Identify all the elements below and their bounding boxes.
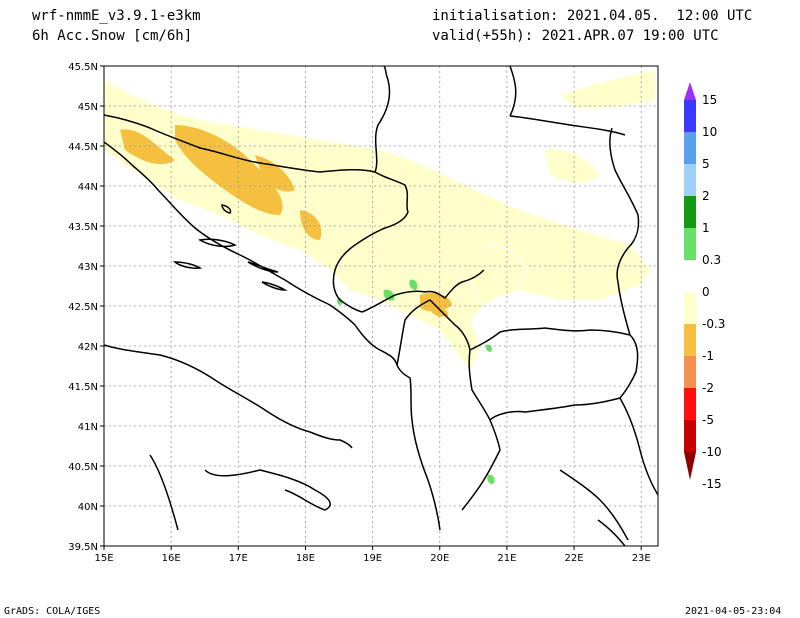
lat-tick-label: 44N — [78, 182, 98, 193]
border-albania — [396, 299, 501, 511]
lat-tick-label: 41N — [78, 422, 98, 433]
snow-moderate-area-1 — [120, 129, 175, 165]
colorbar-swatch — [684, 324, 696, 356]
lon-tick-label: 21E — [497, 553, 516, 564]
lon-tick-label: 16E — [162, 553, 181, 564]
colorbar-swatch — [684, 100, 696, 132]
coastlines — [104, 66, 658, 546]
lon-tick-label: 20E — [430, 553, 449, 564]
island-3 — [247, 261, 279, 273]
colorbar-swatch — [684, 196, 696, 228]
lat-tick-label: 40.5N — [68, 462, 98, 473]
lat-tick-label: 44.5N — [68, 142, 98, 153]
lon-tick-label: 17E — [229, 553, 248, 564]
border-kosovo — [469, 244, 529, 312]
italy-gulf-coast — [149, 454, 331, 531]
footer-left: GrADS: COLA/IGES — [4, 606, 101, 617]
lat-tick-label: 45N — [78, 102, 98, 113]
colorbar-swatch — [684, 420, 696, 452]
snow-moderate-area-2 — [175, 125, 283, 215]
greece-coast — [559, 469, 629, 546]
border-bulgaria — [609, 127, 640, 336]
lon-axis: 15E 16E 17E 18E 19E 20E 21E 22E 23E — [94, 546, 651, 564]
colorbar-label: 0 — [702, 285, 710, 299]
border-macedonia — [469, 327, 639, 421]
island-5 — [221, 204, 232, 214]
colorbar-label: -2 — [702, 381, 714, 395]
lat-tick-label: 39.5N — [68, 542, 98, 553]
title-field: 6h Acc.Snow [cm/6h] — [32, 28, 193, 44]
colorbar-label: 2 — [702, 189, 710, 203]
snow-negative-area-2 — [409, 279, 418, 290]
colorbar-swatch — [684, 388, 696, 420]
colorbar-label: 1 — [702, 221, 710, 235]
lon-tick-label: 19E — [363, 553, 382, 564]
snow-negative-area-1 — [383, 289, 395, 301]
title-init: initialisation: 2021.04.05. 12:00 UTC — [432, 8, 753, 24]
island-1 — [197, 238, 238, 248]
colorbar-label: -1 — [702, 349, 714, 363]
footer-right: 2021-04-05-23:04 — [685, 606, 782, 617]
border-greece-east — [619, 397, 658, 496]
colorbar-label: -0.3 — [702, 317, 725, 331]
italy-coast — [104, 344, 353, 449]
colorbar-swatch — [684, 132, 696, 164]
snow-negative-area-4 — [487, 474, 495, 484]
border-montenegro-east — [361, 269, 485, 313]
border-north — [104, 66, 391, 173]
lat-tick-label: 45.5N — [68, 62, 98, 73]
border-serbia-west — [332, 171, 409, 313]
lat-tick-label: 42.5N — [68, 302, 98, 313]
lat-tick-label: 43N — [78, 262, 98, 273]
snow-negative-area-3 — [485, 344, 493, 352]
colorbar-label: 15 — [702, 93, 717, 107]
colorbar-swatch — [684, 228, 696, 260]
grid-lines — [104, 66, 658, 546]
lat-axis: 39.5N 40N 40.5N 41N 41.5N 42N 42.5N 43N 43.5N 44N… — [68, 62, 104, 553]
colorbar-swatch — [684, 164, 696, 196]
lat-tick-label: 40N — [78, 502, 98, 513]
border-romania — [509, 115, 626, 136]
snow-light-area-e — [545, 149, 600, 183]
snow-light-area-ne — [560, 70, 655, 109]
colorbar-swatch — [684, 292, 696, 324]
lon-tick-label: 15E — [94, 553, 113, 564]
colorbar-label: 5 — [702, 157, 710, 171]
lon-tick-label: 22E — [565, 553, 584, 564]
colorbar-bottom-arrow — [684, 452, 696, 480]
lat-tick-label: 43.5N — [68, 222, 98, 233]
snow-light-area — [104, 80, 650, 370]
colorbar-top-arrow — [684, 82, 696, 100]
colorbar-swatch — [684, 260, 696, 292]
colorbar: 15 10 5 2 1 0.3 0 -0.3 -1 -2 -5 -10 -15 — [684, 82, 725, 491]
colorbar-label: -5 — [702, 413, 714, 427]
adriatic-east-coast — [104, 141, 441, 531]
title-model: wrf-nmmE_v3.9.1-e3km — [32, 8, 201, 24]
snow-field — [104, 70, 655, 484]
colorbar-label: -15 — [702, 477, 722, 491]
snow-negative-area-5 — [337, 297, 343, 305]
border-romania-north — [509, 66, 517, 117]
lat-tick-label: 42N — [78, 342, 98, 353]
colorbar-swatch — [684, 356, 696, 388]
lon-tick-label: 23E — [632, 553, 651, 564]
colorbar-label: -10 — [702, 445, 722, 459]
lat-tick-label: 41.5N — [68, 382, 98, 393]
colorbar-label: 0.3 — [702, 253, 721, 267]
island-4 — [261, 281, 288, 291]
title-valid: valid(+55h): 2021.APR.07 19:00 UTC — [432, 28, 719, 44]
island-2 — [172, 261, 203, 269]
lon-tick-label: 18E — [296, 553, 315, 564]
colorbar-label: 10 — [702, 125, 717, 139]
